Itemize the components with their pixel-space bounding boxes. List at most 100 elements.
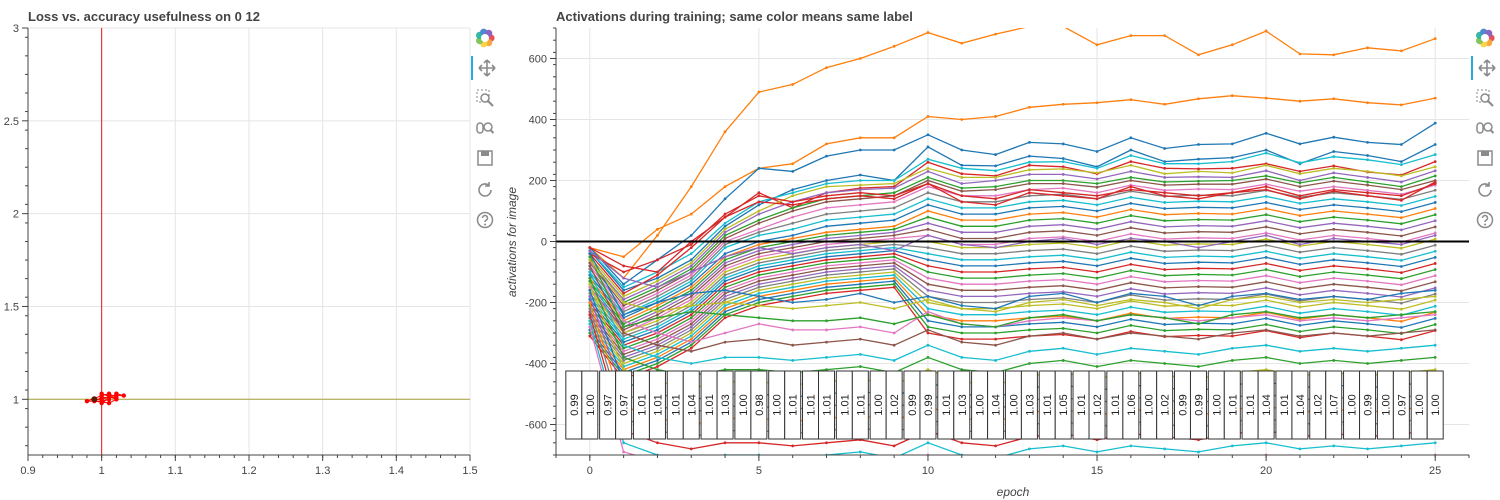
- activation-point: [1433, 243, 1437, 247]
- activation-point: [757, 90, 761, 94]
- activation-point: [588, 319, 592, 323]
- activation-point: [757, 276, 761, 280]
- epoch-label-loss: 0.97: [603, 394, 615, 415]
- activation-point: [791, 188, 795, 192]
- save-tool-button[interactable]: [471, 146, 499, 170]
- activation-point: [1129, 214, 1133, 217]
- activation-point: [656, 310, 659, 314]
- epoch-label: 0.99 1.00: [565, 370, 599, 440]
- left-x-tick-label: 1.2: [241, 465, 256, 477]
- activation-point: [723, 279, 727, 283]
- activation-point: [858, 179, 862, 182]
- activation-point: [656, 295, 659, 298]
- bokeh-logo-icon: [1474, 27, 1496, 49]
- activation-point: [757, 227, 761, 231]
- reset-tool-button[interactable]: [1471, 178, 1499, 202]
- activation-point: [723, 285, 727, 289]
- activation-point: [791, 209, 795, 213]
- box-zoom-tool-button[interactable]: [471, 86, 499, 110]
- activation-point: [1095, 252, 1099, 256]
- activation-point: [757, 282, 761, 286]
- epoch-label-loss: 1.01: [1076, 394, 1088, 415]
- activation-point: [892, 301, 896, 304]
- epoch-label: 1.01 1.06: [1106, 370, 1140, 440]
- epoch-label-loss: 1.00: [975, 394, 987, 415]
- activation-point: [1366, 218, 1369, 222]
- epoch-label: 0.97 0.97: [599, 370, 633, 440]
- activation-point: [892, 194, 896, 198]
- activation-point: [1298, 243, 1302, 246]
- activation-point: [1129, 148, 1133, 152]
- activation-point: [757, 368, 761, 371]
- epoch-label: 1.00 1.02: [1140, 370, 1174, 440]
- activation-point: [757, 230, 761, 234]
- activation-point: [1332, 307, 1336, 310]
- bokeh-logo-tool-button[interactable]: [1471, 26, 1499, 50]
- activation-point: [1197, 230, 1200, 234]
- bokeh-logo-tool-button[interactable]: [471, 26, 499, 50]
- activation-point: [1366, 176, 1369, 179]
- activation-point: [1230, 200, 1234, 204]
- activation-point: [1298, 269, 1302, 272]
- epoch-label-acc: 1.02: [1160, 394, 1172, 415]
- activation-point: [1230, 444, 1234, 448]
- right-x-axis-label: epoch: [997, 485, 1030, 499]
- activation-point: [1433, 169, 1437, 173]
- activation-point: [1332, 221, 1336, 225]
- activation-point: [1433, 234, 1437, 237]
- help-tool-button[interactable]: [1471, 208, 1499, 232]
- activation-point: [892, 212, 896, 216]
- save-tool-button[interactable]: [1471, 146, 1499, 170]
- activation-point: [656, 356, 659, 359]
- box-zoom-tool-button[interactable]: [1471, 86, 1499, 110]
- activation-point: [825, 304, 828, 307]
- activation-point: [1129, 226, 1133, 230]
- reset-tool-button[interactable]: [471, 178, 499, 202]
- activation-point: [1095, 450, 1099, 454]
- activation-point: [723, 221, 727, 225]
- activation-point: [1129, 169, 1133, 173]
- activation-point: [994, 307, 997, 310]
- epoch-label: 1.00 0.98: [734, 370, 768, 440]
- activation-point: [1163, 447, 1167, 451]
- activation-point: [926, 282, 930, 286]
- activation-point: [994, 264, 997, 268]
- help-tool-button[interactable]: [471, 208, 499, 232]
- activation-series-line: [589, 28, 1436, 280]
- pan-tool-button[interactable]: [471, 56, 501, 80]
- activation-point: [1366, 261, 1369, 265]
- activation-point: [689, 267, 693, 271]
- activation-point: [1264, 262, 1268, 265]
- wheel-zoom-tool-button[interactable]: [471, 116, 499, 140]
- wheel-zoom-tool-button[interactable]: [1471, 116, 1499, 140]
- activation-point: [723, 215, 727, 219]
- activation-point: [1028, 243, 1031, 246]
- activation-point: [1264, 304, 1268, 308]
- activation-point: [1298, 275, 1302, 278]
- activation-point: [825, 212, 828, 216]
- activation-point: [960, 218, 964, 222]
- left-y-tick-label: 2: [13, 209, 19, 221]
- box-zoom-icon: [1476, 89, 1494, 107]
- activation-point: [960, 148, 964, 152]
- activation-point: [994, 32, 997, 36]
- activation-point: [892, 200, 896, 204]
- epoch-label-acc: 1.04: [1261, 394, 1273, 415]
- activation-point: [1095, 319, 1099, 323]
- activation-point: [1163, 183, 1167, 187]
- activation-point: [1399, 331, 1403, 335]
- activation-series-line: [589, 265, 1436, 359]
- activation-point: [1230, 206, 1234, 210]
- activation-point: [1332, 164, 1336, 168]
- activation-point: [960, 176, 964, 179]
- activation-point: [1163, 249, 1167, 253]
- activation-point: [1298, 362, 1302, 365]
- activation-point: [926, 169, 930, 173]
- activation-series-line: [589, 256, 1436, 328]
- activation-point: [1230, 94, 1234, 98]
- activation-point: [1264, 243, 1268, 247]
- activation-point: [825, 218, 828, 222]
- pan-tool-button[interactable]: [1471, 56, 1500, 80]
- activation-point: [1230, 328, 1234, 332]
- epoch-label-loss: 0.99: [1177, 394, 1189, 415]
